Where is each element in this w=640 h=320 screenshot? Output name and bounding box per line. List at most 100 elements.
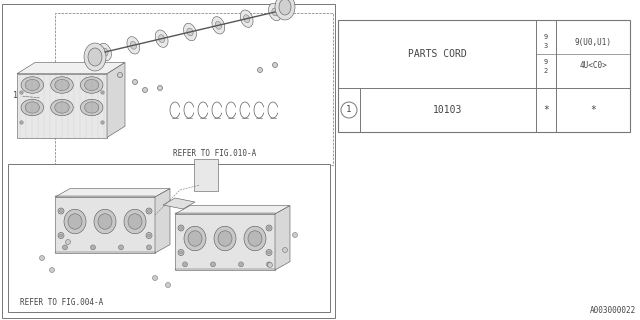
Circle shape [341,102,357,118]
Text: A003000022: A003000022 [589,306,636,315]
Ellipse shape [128,214,142,229]
Bar [55,13,333,165]
Polygon shape [17,74,107,138]
Ellipse shape [84,79,99,91]
Circle shape [63,245,67,250]
Ellipse shape [84,43,106,71]
Text: *: * [590,105,596,115]
Ellipse shape [188,231,202,246]
Circle shape [239,262,243,267]
Ellipse shape [248,231,262,246]
Circle shape [65,239,70,244]
Circle shape [49,268,54,273]
Ellipse shape [215,21,221,29]
Ellipse shape [159,35,165,43]
Circle shape [90,245,95,250]
Ellipse shape [214,226,236,251]
Circle shape [273,62,278,68]
Circle shape [268,227,271,229]
Text: 9: 9 [544,59,548,65]
Ellipse shape [99,43,111,61]
Circle shape [20,91,23,94]
Circle shape [268,251,271,254]
Circle shape [166,283,170,287]
Ellipse shape [269,3,282,21]
Text: 4U<C0>: 4U<C0> [579,61,607,70]
Text: *: * [543,105,549,115]
Polygon shape [55,188,170,197]
FancyBboxPatch shape [194,159,218,191]
Ellipse shape [55,102,69,113]
Circle shape [178,250,184,255]
Circle shape [266,250,272,255]
Circle shape [100,121,104,124]
Circle shape [266,262,271,267]
Circle shape [58,208,64,214]
Circle shape [157,85,163,91]
Circle shape [178,225,184,231]
Ellipse shape [68,214,82,229]
Ellipse shape [81,99,103,116]
Ellipse shape [240,10,253,28]
Ellipse shape [124,209,146,234]
Ellipse shape [275,0,295,20]
Circle shape [179,251,182,254]
Text: REFER TO FIG.004-A: REFER TO FIG.004-A [20,298,103,307]
Circle shape [20,121,23,124]
Text: 1: 1 [346,106,352,115]
Ellipse shape [127,36,140,54]
Text: 9(U0,U1): 9(U0,U1) [575,37,611,46]
Bar [338,20,630,132]
Ellipse shape [218,231,232,246]
Ellipse shape [81,77,103,93]
Ellipse shape [64,209,86,234]
Polygon shape [155,188,170,253]
Ellipse shape [244,226,266,251]
Ellipse shape [212,17,225,34]
Bar [8,164,330,312]
Circle shape [266,225,272,231]
Text: 1: 1 [13,91,19,100]
Circle shape [146,208,152,214]
Circle shape [152,276,157,281]
Circle shape [100,91,104,94]
Ellipse shape [156,30,168,47]
Polygon shape [107,62,125,138]
Ellipse shape [55,79,69,91]
Ellipse shape [25,79,40,91]
Circle shape [282,247,287,252]
Polygon shape [17,62,125,74]
Ellipse shape [184,226,206,251]
Circle shape [118,245,124,250]
Circle shape [146,233,152,238]
Text: 9: 9 [544,34,548,40]
Circle shape [118,73,122,77]
Circle shape [147,234,150,237]
Text: PARTS CORD: PARTS CORD [408,49,467,59]
Ellipse shape [184,23,196,41]
Ellipse shape [244,15,250,23]
Circle shape [257,68,262,73]
Circle shape [179,227,182,229]
Circle shape [147,245,152,250]
Circle shape [292,233,298,237]
Polygon shape [175,214,275,270]
Ellipse shape [51,99,73,116]
Circle shape [58,233,64,238]
Circle shape [268,262,273,268]
Ellipse shape [279,0,291,15]
Ellipse shape [98,214,112,229]
Ellipse shape [21,99,44,116]
Circle shape [147,210,150,212]
Ellipse shape [102,48,108,56]
Ellipse shape [21,77,44,93]
Circle shape [60,234,63,237]
Circle shape [60,210,63,212]
Circle shape [182,262,188,267]
Text: 3: 3 [544,43,548,49]
Polygon shape [275,205,290,270]
Ellipse shape [187,28,193,36]
Ellipse shape [88,48,102,66]
Ellipse shape [94,209,116,234]
Ellipse shape [272,8,278,16]
